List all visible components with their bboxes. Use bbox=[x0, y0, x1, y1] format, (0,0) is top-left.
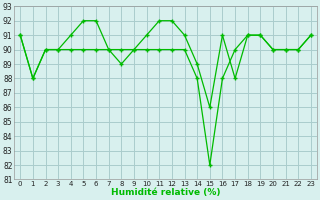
X-axis label: Humidité relative (%): Humidité relative (%) bbox=[111, 188, 220, 197]
